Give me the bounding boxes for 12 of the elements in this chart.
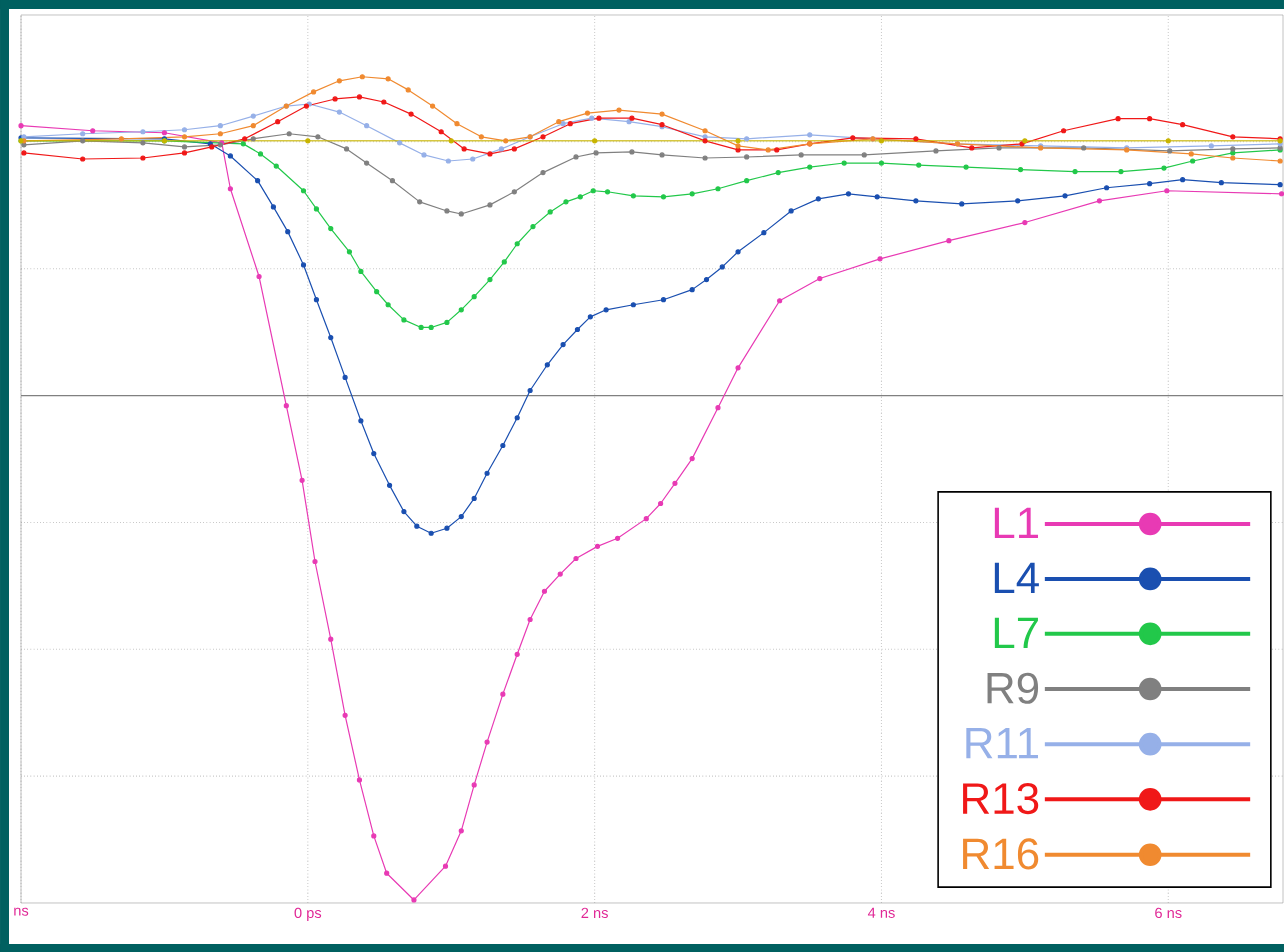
x-tick-label: 0 ps xyxy=(294,907,322,921)
legend-label: L1 xyxy=(994,507,1039,539)
legend-label: R13 xyxy=(963,782,1039,815)
legend-label: R11 xyxy=(966,728,1039,759)
legend-label: R9 xyxy=(987,672,1039,704)
x-tick-label: 4 ns xyxy=(867,907,895,918)
x-tick-label: 6 ns xyxy=(1155,907,1182,919)
x-tick-label: ns xyxy=(14,907,29,916)
x-tick-label: 2 ns xyxy=(581,907,608,919)
legend-label: R16 xyxy=(963,838,1039,870)
legend-label: L4 xyxy=(994,562,1039,594)
legend-label: L7 xyxy=(994,617,1038,648)
